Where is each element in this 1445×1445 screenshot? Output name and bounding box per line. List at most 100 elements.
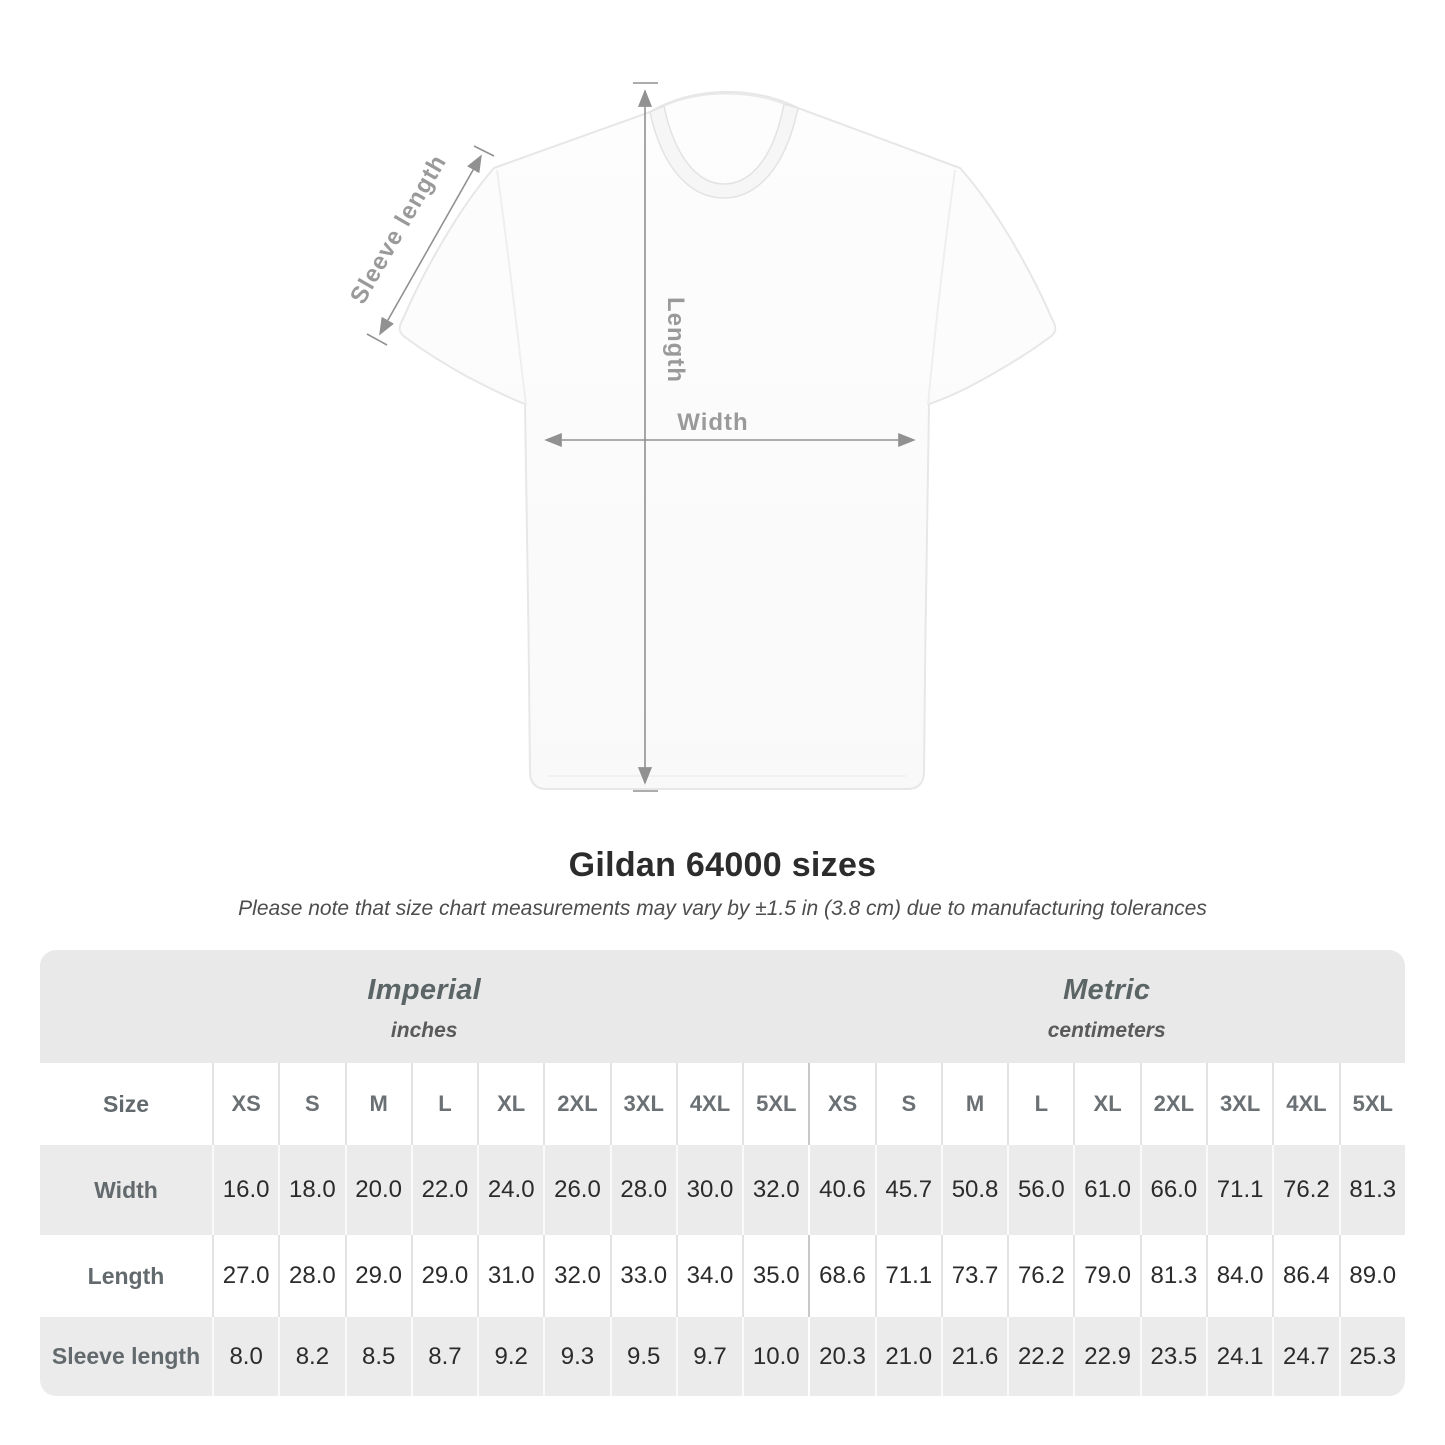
size-col-header: 5XL: [742, 1063, 809, 1145]
length-value: 89.0: [1338, 1235, 1405, 1317]
size-col-header: M: [940, 1063, 1008, 1145]
length-value: 28.0: [278, 1235, 345, 1317]
tshirt-collar: [649, 103, 799, 199]
right-sleeve-seam: [927, 169, 956, 406]
width-value: 56.0: [1007, 1145, 1074, 1235]
metric-unit-label: centimeters: [1047, 1019, 1166, 1042]
width-value: 30.0: [675, 1145, 743, 1235]
size-col-header: 2XL: [1139, 1063, 1206, 1145]
sleeve-value: 21.6: [940, 1317, 1008, 1396]
sleeve-row-label: Sleeve length: [40, 1317, 212, 1396]
length-value: 33.0: [609, 1235, 676, 1317]
sleeve-length-row: Sleeve length 8.0 8.2 8.5 8.7 9.2 9.3 9.…: [40, 1317, 1405, 1396]
sleeve-value: 22.2: [1007, 1317, 1074, 1396]
width-value: 66.0: [1139, 1145, 1206, 1235]
sleeve-value: 24.1: [1205, 1317, 1273, 1396]
sleeve-value: 8.5: [344, 1317, 411, 1396]
length-value: 84.0: [1205, 1235, 1273, 1317]
width-row: Width 16.0 18.0 20.0 22.0 24.0 26.0 28.0…: [40, 1145, 1405, 1235]
size-col-header: 4XL: [675, 1063, 743, 1145]
length-label: Length: [662, 297, 689, 383]
sleeve-value: 9.3: [543, 1317, 610, 1396]
sleeve-value: 20.3: [808, 1317, 875, 1396]
length-value: 68.6: [808, 1235, 875, 1317]
sleeve-value: 25.3: [1338, 1317, 1405, 1396]
length-value: 73.7: [940, 1235, 1008, 1317]
sleeve-arrow-line: [379, 154, 482, 336]
size-row-label: Size: [40, 1063, 212, 1145]
width-value: 50.8: [940, 1145, 1008, 1235]
width-label: Width: [677, 409, 748, 436]
width-row-label: Width: [40, 1145, 212, 1235]
length-value: 76.2: [1007, 1235, 1074, 1317]
length-value: 27.0: [212, 1235, 279, 1317]
size-col-header: 5XL: [1338, 1063, 1405, 1145]
length-value: 32.0: [543, 1235, 610, 1317]
sleeve-value: 9.2: [477, 1317, 544, 1396]
length-value: 81.3: [1139, 1235, 1206, 1317]
size-col-header: 3XL: [1205, 1063, 1273, 1145]
length-value: 71.1: [874, 1235, 941, 1317]
length-value: 34.0: [675, 1235, 743, 1317]
length-value: 79.0: [1073, 1235, 1140, 1317]
width-value: 40.6: [808, 1145, 875, 1235]
left-sleeve-seam: [496, 169, 527, 406]
size-col-header: XL: [1073, 1063, 1140, 1145]
metric-label: Metric: [1063, 974, 1151, 1006]
width-value: 81.3: [1338, 1145, 1405, 1235]
size-col-header: S: [874, 1063, 941, 1145]
size-col-header: L: [1007, 1063, 1074, 1145]
width-value: 24.0: [477, 1145, 544, 1235]
size-table: Imperial inches Metric centimeters Size …: [40, 950, 1405, 1396]
sleeve-value: 23.5: [1139, 1317, 1206, 1396]
imperial-unit-label: inches: [390, 1019, 458, 1042]
size-header-row: Size XS S M L XL 2XL 3XL 4XL 5XL XS S M …: [40, 1063, 1405, 1145]
size-col-header: 3XL: [609, 1063, 676, 1145]
sleeve-value: 9.5: [609, 1317, 676, 1396]
sleeve-value: 8.0: [212, 1317, 279, 1396]
length-value: 29.0: [410, 1235, 478, 1317]
size-col-header: L: [410, 1063, 478, 1145]
imperial-label: Imperial: [367, 974, 481, 1006]
length-value: 86.4: [1272, 1235, 1339, 1317]
size-col-header: XS: [212, 1063, 279, 1145]
width-value: 18.0: [278, 1145, 345, 1235]
length-row-label: Length: [40, 1235, 212, 1317]
sleeve-value: 21.0: [874, 1317, 941, 1396]
width-value: 20.0: [344, 1145, 411, 1235]
sleeve-arrow-top-tick: [473, 145, 495, 157]
length-value: 29.0: [344, 1235, 411, 1317]
unit-header-row: Imperial inches Metric centimeters: [40, 950, 1405, 1063]
width-value: 22.0: [410, 1145, 478, 1235]
sleeve-value: 24.7: [1272, 1317, 1339, 1396]
sleeve-value: 22.9: [1073, 1317, 1140, 1396]
size-col-header: M: [344, 1063, 411, 1145]
sleeve-value: 9.7: [675, 1317, 743, 1396]
sleeve-value: 10.0: [742, 1317, 809, 1396]
sleeve-length-arrow: [366, 145, 495, 346]
length-row: Length 27.0 28.0 29.0 29.0 31.0 32.0 33.…: [40, 1235, 1405, 1317]
page-title: Gildan 64000 sizes: [568, 846, 877, 884]
length-value: 35.0: [742, 1235, 809, 1317]
width-value: 71.1: [1205, 1145, 1273, 1235]
collar-back-seam: [663, 93, 785, 107]
length-value: 31.0: [477, 1235, 544, 1317]
width-value: 28.0: [609, 1145, 676, 1235]
width-value: 32.0: [742, 1145, 809, 1235]
sleeve-arrow-bottom-tick: [366, 333, 388, 346]
size-col-header: XL: [477, 1063, 544, 1145]
width-value: 76.2: [1272, 1145, 1339, 1235]
width-value: 16.0: [212, 1145, 279, 1235]
width-value: 45.7: [874, 1145, 941, 1235]
width-value: 61.0: [1073, 1145, 1140, 1235]
width-value: 26.0: [543, 1145, 610, 1235]
tshirt-measurement-diagram: Length Width Sleeve length: [345, 82, 1057, 792]
size-col-header: 4XL: [1272, 1063, 1339, 1145]
imperial-header: Imperial inches: [40, 950, 809, 1063]
sleeve-value: 8.7: [410, 1317, 478, 1396]
size-col-header: S: [278, 1063, 345, 1145]
metric-header: Metric centimeters: [808, 950, 1405, 1063]
size-col-header: 2XL: [543, 1063, 610, 1145]
tolerance-note: Please note that size chart measurements…: [238, 897, 1207, 920]
